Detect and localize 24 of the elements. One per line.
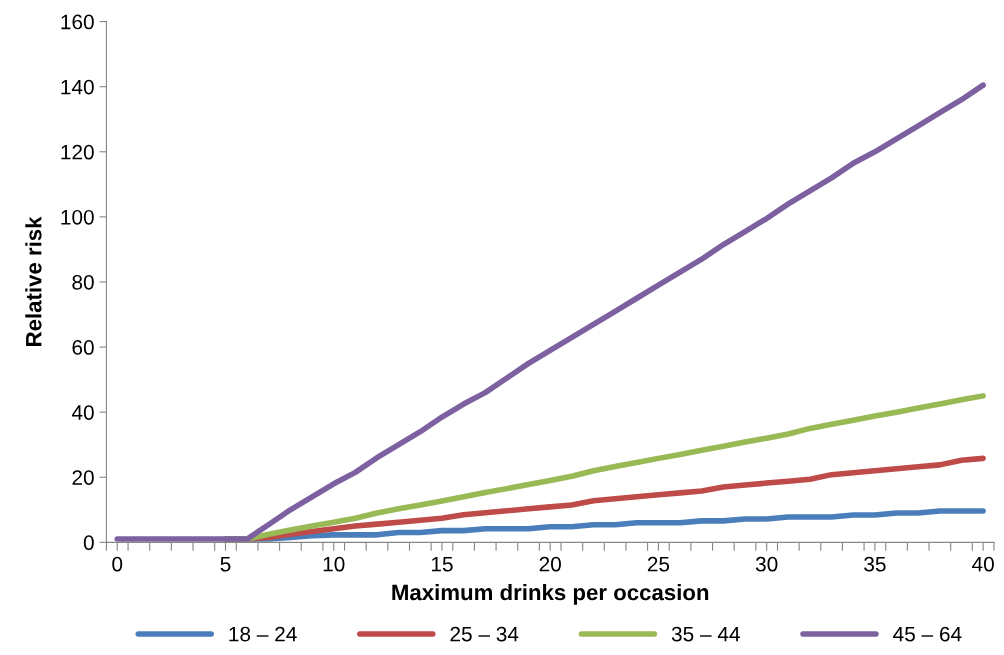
x-tick-label: 20	[539, 556, 561, 572]
legend-label: 35 – 44	[671, 626, 740, 642]
x-tick-label: 15	[431, 556, 453, 572]
y-tick-label: 0	[83, 535, 94, 551]
y-tick-label: 140	[61, 79, 94, 95]
x-tick-label: 40	[972, 556, 994, 572]
y-axis-title: Relative risk	[25, 216, 42, 346]
y-tick-label: 60	[72, 340, 94, 355]
x-tick-label: 10	[323, 556, 345, 572]
y-tick-label: 80	[72, 274, 94, 290]
y-tick-label: 100	[61, 209, 94, 225]
x-axis-title: Maximum drinks per occasion	[392, 583, 709, 605]
x-tick-label: 25	[647, 556, 670, 572]
y-tick-label: 20	[72, 470, 94, 485]
y-tick-label: 40	[71, 405, 94, 420]
x-tick-label: 0	[112, 556, 123, 572]
legend-label: 25 – 34	[450, 626, 519, 642]
legend-label: 18 – 24	[229, 626, 297, 642]
y-tick-label: 160	[61, 14, 94, 30]
y-tick-label: 120	[61, 144, 94, 160]
legend-label: 45 – 64	[893, 626, 962, 642]
x-tick-label: 35	[864, 556, 886, 572]
x-tick-label: 5	[220, 556, 231, 572]
x-tick-label: 30	[755, 556, 778, 572]
